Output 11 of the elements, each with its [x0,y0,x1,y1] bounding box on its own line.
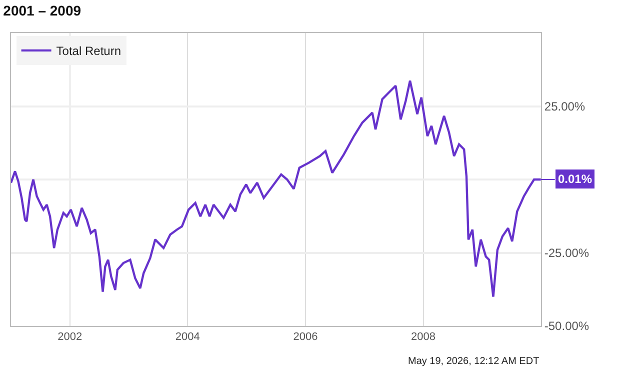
chart-title: 2001 – 2009 [3,2,82,19]
y-tick-label: -25.00% [544,246,590,260]
x-tick-label: 2008 [411,331,436,344]
legend-label: Total Return [56,44,122,58]
y-tick-label: 25.00% [544,99,586,114]
x-tick-label: 2006 [293,331,318,344]
x-tick-label: 2002 [58,331,82,344]
text: May 19, 2026, 12:12 AM EDT [408,356,540,367]
annotation: 0.01% [558,172,592,186]
y-tick-label: -50.00% [544,319,590,334]
x-tick-label: 2004 [175,331,200,344]
